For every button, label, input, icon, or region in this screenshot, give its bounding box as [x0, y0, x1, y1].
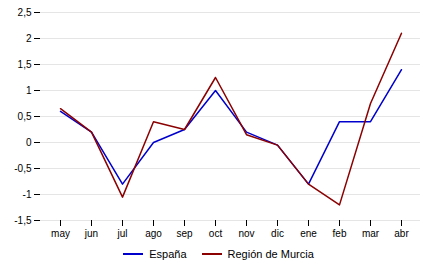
svg-text:0,5: 0,5: [18, 111, 32, 122]
svg-text:may: may: [51, 228, 70, 239]
svg-text:abr: abr: [394, 228, 409, 239]
svg-text:ene: ene: [300, 228, 317, 239]
svg-text:1: 1: [26, 85, 32, 96]
svg-text:jun: jun: [84, 228, 98, 239]
svg-text:oct: oct: [209, 228, 223, 239]
svg-text:-1: -1: [23, 189, 32, 200]
svg-text:1,5: 1,5: [18, 59, 32, 70]
svg-text:2: 2: [26, 33, 32, 44]
svg-text:feb: feb: [333, 228, 347, 239]
svg-text:sep: sep: [176, 228, 193, 239]
svg-text:nov: nov: [238, 228, 254, 239]
svg-text:jul: jul: [116, 228, 127, 239]
svg-text:-1,5: -1,5: [14, 215, 32, 226]
svg-text:-0,5: -0,5: [14, 163, 32, 174]
html-text:España: España: [149, 248, 187, 260]
svg-text:mar: mar: [362, 228, 380, 239]
svg-text:2,5: 2,5: [18, 7, 32, 18]
html-text:Región de Murcia: Región de Murcia: [227, 248, 314, 260]
svg-text:0: 0: [26, 137, 32, 148]
svg-text:ago: ago: [145, 228, 162, 239]
svg-text:dic: dic: [271, 228, 284, 239]
